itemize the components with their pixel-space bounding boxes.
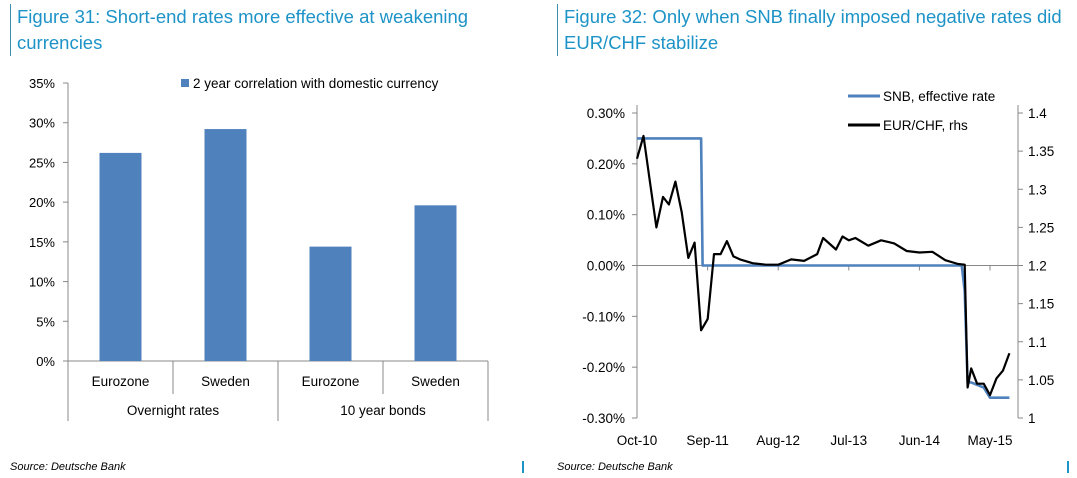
right-tick-label: 1.2 — [1028, 259, 1047, 274]
x-tick-label: Jun-14 — [899, 433, 941, 448]
y-tick-label: 25% — [29, 155, 55, 170]
x-tick-label: Jul-13 — [830, 433, 867, 448]
figure-32-panel: Figure 32: Only when SNB finally imposed… — [545, 0, 1077, 478]
x-tick-label: May-15 — [967, 433, 1012, 448]
figure-32-title: Figure 32: Only when SNB finally imposed… — [557, 4, 1071, 56]
legend-label: 2 year correlation with domestic currenc… — [193, 76, 439, 91]
left-tick-label: 0.00% — [587, 259, 625, 274]
snb-rate-line — [637, 137, 1010, 400]
y-tick-label: 0% — [36, 354, 55, 369]
right-tick-label: 1.3 — [1028, 182, 1047, 197]
figure-32-source: Source: Deutsche Bank — [557, 461, 673, 473]
figure-31-panel: Figure 31: Short-end rates more effectiv… — [0, 0, 530, 478]
bar — [309, 246, 352, 361]
left-tick-label: 0.20% — [587, 157, 625, 172]
x-tick-label: Oct-10 — [617, 433, 658, 448]
y-tick-label: 5% — [36, 314, 55, 329]
left-tick-label: -0.30% — [582, 411, 625, 426]
x-group-label: Overnight rates — [127, 403, 220, 418]
x-group-label: 10 year bonds — [340, 403, 426, 418]
right-tick-label: 1.35 — [1028, 144, 1054, 159]
x-category-label: Sweden — [201, 374, 250, 389]
right-tick-label: 1.4 — [1028, 106, 1047, 121]
right-tick-label: 1.15 — [1028, 297, 1054, 312]
y-tick-label: 15% — [29, 235, 55, 250]
left-tick-label: 0.10% — [587, 208, 625, 223]
bar — [414, 205, 457, 361]
right-tick-label: 1.1 — [1028, 335, 1047, 350]
y-tick-label: 10% — [29, 275, 55, 290]
figure-31-divider — [522, 461, 524, 473]
y-tick-label: 35% — [29, 76, 55, 91]
figure-32-chart: 0.30% 0.20% 0.10% 0.00% -0.10% -0.20% -0.30% 1.… — [582, 89, 1054, 448]
legend-swatch — [181, 79, 189, 87]
x-category-label: Eurozone — [92, 374, 150, 389]
left-tick-label: -0.20% — [582, 360, 625, 375]
right-tick-label: 1.25 — [1028, 220, 1054, 235]
bar — [204, 129, 247, 361]
x-category-label: Sweden — [411, 374, 460, 389]
bar — [99, 152, 142, 361]
legend-label-snb: SNB, effective rate — [883, 89, 995, 104]
y-tick-label: 20% — [29, 195, 55, 210]
left-tick-label: 0.30% — [587, 106, 625, 121]
figure-31-chart: 0% 5% 10% 15% 20% 25% 30% 35% Eurozone Sweden Euro… — [29, 76, 489, 421]
x-tick-label: Aug-12 — [756, 433, 800, 448]
x-category-label: Eurozone — [302, 374, 360, 389]
eurchf-line — [635, 134, 1011, 397]
figure-31-title: Figure 31: Short-end rates more effectiv… — [10, 4, 524, 56]
right-tick-label: 1.05 — [1028, 373, 1054, 388]
x-tick-label: Sep-11 — [686, 433, 729, 448]
figure-32-divider — [1067, 461, 1069, 473]
right-tick-label: 1 — [1028, 411, 1036, 426]
left-tick-label: -0.10% — [582, 309, 625, 324]
y-tick-label: 30% — [29, 116, 55, 131]
figure-31-source: Source: Deutsche Bank — [10, 461, 126, 473]
legend-label-eurchf: EUR/CHF, rhs — [883, 118, 968, 133]
